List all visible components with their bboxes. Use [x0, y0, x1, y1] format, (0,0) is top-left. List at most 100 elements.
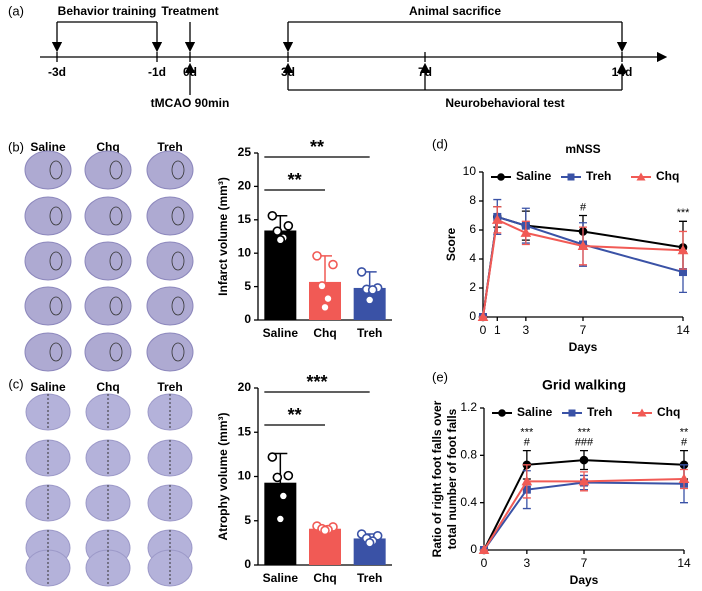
y-tick-label: 0.8: [460, 448, 477, 462]
data-point: [267, 452, 278, 462]
panel-label: (c): [8, 376, 23, 391]
marker: [677, 244, 689, 255]
data-point: [317, 281, 327, 291]
legend-label: Chq: [657, 405, 680, 419]
image-header: Treh: [157, 140, 182, 154]
data-point: [367, 285, 378, 295]
brain-section: [24, 241, 72, 281]
data-point: [283, 221, 294, 231]
x-tick-label: Chq: [313, 571, 336, 585]
brain-section: [146, 241, 194, 281]
series-line: [483, 481, 685, 551]
lesion-outline: [49, 251, 63, 271]
brain-section: [84, 241, 132, 281]
legend-label: Saline: [516, 169, 552, 183]
brain-section: [84, 286, 132, 326]
legend-marker: [637, 408, 647, 417]
lesion-outline: [49, 206, 63, 226]
brain-section: [24, 150, 72, 190]
x-tick-label: Treh: [357, 571, 382, 585]
x-tick-label: 3: [524, 556, 531, 570]
annotation: ***: [578, 427, 592, 439]
timeline-label: Behavior training: [58, 4, 157, 18]
y-tick-label: 0: [244, 557, 251, 571]
data-point: [283, 470, 294, 481]
x-tick-label: 1: [494, 323, 501, 337]
annotation: #: [580, 201, 587, 213]
y-tick-label: 15: [238, 212, 252, 226]
y-tick-label: 20: [238, 179, 252, 193]
y-tick-label: 25: [238, 145, 252, 159]
annotation: **: [680, 427, 689, 439]
annotation: #: [524, 437, 531, 449]
x-tick-label: 3: [523, 323, 530, 337]
y-axis-label: Atrophy volume (mm³): [216, 412, 230, 540]
y-axis-label: total number of foot falls: [445, 408, 459, 549]
y-tick-label: 0: [244, 312, 251, 326]
lesion-outline: [171, 342, 185, 362]
x-tick-label: 7: [581, 556, 588, 570]
y-tick-label: 0.4: [460, 495, 477, 509]
y-axis-label: Score: [444, 228, 458, 262]
marker: [521, 475, 533, 486]
marker: [579, 455, 589, 465]
y-tick-label: 20: [238, 380, 252, 394]
timeline-label: Animal sacrifice: [409, 4, 501, 18]
brain-section: [24, 196, 72, 236]
brain-section: [146, 196, 194, 236]
legend-marker: [636, 172, 646, 181]
significance-label: **: [288, 405, 302, 425]
lesion-outline: [49, 342, 63, 362]
marker: [520, 227, 532, 237]
lesion-outline: [171, 206, 185, 226]
y-tick-label: 10: [463, 164, 477, 178]
chart-title: Grid walking: [542, 377, 626, 393]
lesion-outline: [171, 251, 185, 271]
brain-section: [84, 150, 132, 190]
x-tick-label: 7: [580, 323, 587, 337]
data-point: [356, 267, 367, 277]
y-axis-label: Ratio of right foot falls over: [430, 400, 444, 557]
y-tick-label: 0: [470, 542, 477, 556]
lesion-outline: [109, 251, 123, 271]
data-point: [272, 226, 283, 236]
data-point: [275, 514, 286, 524]
y-tick-label: 0: [469, 309, 476, 323]
marker: [578, 475, 590, 486]
annotation: ###: [575, 437, 594, 449]
data-point: [320, 302, 330, 313]
series-line: [483, 459, 685, 551]
y-tick-label: 1.2: [460, 400, 477, 414]
timeline-tick-label: -1d: [148, 65, 166, 79]
timeline-label: Treatment: [161, 4, 218, 18]
lesion-outline: [171, 296, 185, 316]
marker: [477, 311, 489, 321]
legend-marker: [498, 409, 506, 417]
data-point: [278, 491, 289, 501]
annotation: #: [681, 437, 688, 449]
data-point: [328, 259, 338, 270]
brain-section: [146, 150, 194, 190]
panel-label: (b): [8, 139, 24, 154]
panel-label: (e): [432, 369, 448, 384]
lesion-outline: [49, 160, 63, 180]
chart-title: mNSS: [565, 142, 600, 156]
series-line: [483, 478, 685, 551]
annotation: ***: [677, 207, 691, 219]
y-tick-label: 4: [469, 251, 476, 265]
image-header: Chq: [96, 380, 119, 394]
x-tick-label: Chq: [313, 326, 336, 340]
legend-label: Chq: [656, 169, 679, 183]
error-bar: [273, 452, 288, 512]
data-point: [312, 251, 322, 261]
x-tick-label: Saline: [263, 326, 299, 340]
image-header: Saline: [30, 140, 66, 154]
y-tick-label: 2: [469, 280, 476, 294]
data-point: [323, 293, 333, 304]
annotation: ***: [520, 427, 534, 439]
lesion-outline: [109, 206, 123, 226]
brain-section: [146, 332, 194, 372]
brain-section: [146, 286, 194, 326]
image-header: Saline: [30, 380, 66, 394]
x-tick-label: 14: [677, 556, 691, 570]
